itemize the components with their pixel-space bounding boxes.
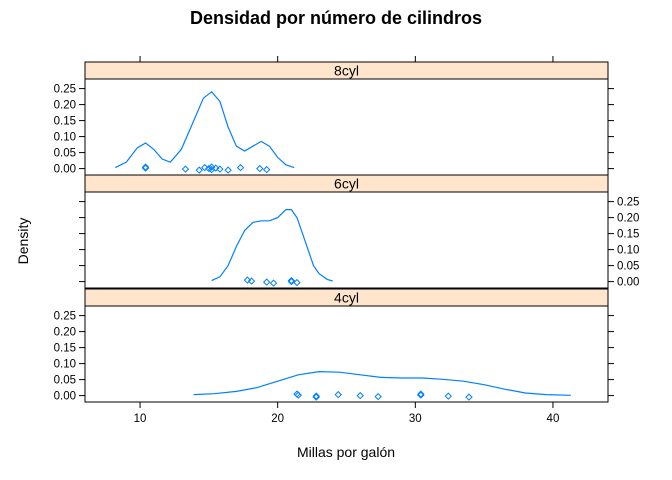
y-tick-label: 0.10 — [54, 132, 76, 144]
observation-point — [243, 276, 252, 284]
observation-point — [216, 165, 224, 173]
chart-title: Densidad por número de cilindros — [190, 8, 482, 28]
panel-4cyl: 4cyl 0.00 0.05 0.10 0.15 0.20 0.25 — [54, 288, 614, 403]
observation-point — [465, 393, 473, 401]
x-tick-label: 40 — [547, 413, 560, 425]
x-axis-label: Millas por galón — [297, 444, 395, 460]
observation-point — [294, 391, 303, 399]
y-tick-label: 0.15 — [54, 116, 76, 128]
observation-point — [287, 276, 296, 285]
observation-point — [195, 166, 203, 174]
observation-point — [444, 392, 453, 400]
observation-point — [262, 165, 271, 174]
axes-layer: 10 20 30 40 — [134, 56, 560, 425]
y-tick-label: 0.25 — [54, 84, 76, 96]
panel-8cyl: 8cyl 0.00 0.05 0.10 0.15 0.20 0.25 — [54, 61, 614, 176]
x-tick-label: 10 — [134, 413, 147, 425]
observation-point — [312, 392, 320, 400]
x-tick-label: 30 — [409, 413, 422, 425]
y-tick-label: 0.05 — [54, 148, 76, 160]
observation-point — [247, 277, 256, 285]
observation-point — [417, 390, 425, 398]
observation-point — [287, 277, 296, 286]
observation-point — [224, 166, 232, 174]
density-curve-4cyl — [193, 370, 571, 396]
observation-point — [293, 278, 301, 287]
density-curve-6cyl — [211, 209, 333, 282]
observation-point — [201, 163, 209, 172]
observation-point — [262, 278, 271, 286]
panels-layer: 8cyl 0.00 0.05 0.10 0.15 0.20 0.25 6cyl 0.00 0.05… — [54, 61, 639, 403]
y-tick-label: 0.20 — [54, 327, 76, 339]
observation-point — [269, 279, 278, 287]
observation-point — [181, 165, 190, 173]
strip-label-4cyl: 4cyl — [334, 290, 359, 306]
y-tick-label: 0.25 — [617, 197, 639, 209]
y-tick-label: 0.10 — [54, 359, 76, 371]
observation-point — [417, 391, 425, 399]
observation-point — [356, 391, 364, 400]
x-tick-label: 20 — [271, 413, 284, 425]
observation-point — [312, 393, 320, 401]
observation-point — [207, 163, 216, 171]
observation-point — [141, 164, 150, 172]
panel-box-8cyl — [84, 78, 609, 176]
y-tick-label: 0.00 — [617, 277, 639, 289]
y-tick-label: 0.25 — [54, 311, 76, 323]
panel-box-4cyl — [84, 305, 609, 403]
y-axis-label: Density — [15, 218, 31, 265]
y-tick-label: 0.00 — [54, 391, 76, 403]
observation-point — [212, 164, 220, 172]
strip-label-8cyl: 8cyl — [334, 63, 359, 79]
y-tick-label: 0.05 — [617, 261, 639, 273]
y-tick-label: 0.00 — [54, 164, 76, 176]
y-tick-label: 0.20 — [617, 213, 639, 225]
observation-point — [141, 163, 150, 171]
y-tick-label: 0.05 — [54, 375, 76, 387]
y-tick-label: 0.10 — [617, 245, 639, 257]
density-curve-8cyl — [115, 90, 295, 169]
y-tick-label: 0.15 — [617, 229, 639, 241]
observation-point — [256, 164, 264, 173]
observation-point — [236, 163, 245, 172]
y-tick-label: 0.15 — [54, 343, 76, 355]
panel-6cyl: 6cyl 0.00 0.05 0.10 0.15 0.20 0.25 — [79, 174, 639, 289]
observation-point — [334, 390, 342, 399]
panel-box-6cyl — [84, 191, 609, 289]
y-tick-label: 0.20 — [54, 100, 76, 112]
observation-point — [374, 392, 382, 401]
strip-label-6cyl: 6cyl — [334, 176, 359, 192]
